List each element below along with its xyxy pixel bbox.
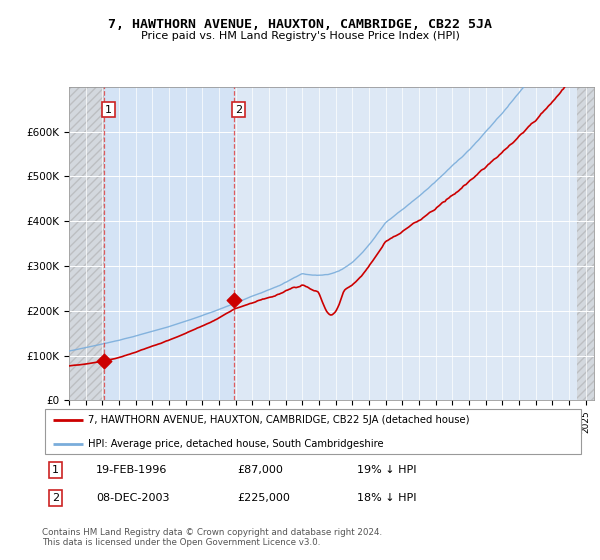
Text: 1: 1	[105, 105, 112, 115]
Text: £225,000: £225,000	[238, 493, 290, 503]
Text: 2: 2	[235, 105, 242, 115]
Text: 18% ↓ HPI: 18% ↓ HPI	[357, 493, 416, 503]
Text: 7, HAWTHORN AVENUE, HAUXTON, CAMBRIDGE, CB22 5JA: 7, HAWTHORN AVENUE, HAUXTON, CAMBRIDGE, …	[108, 18, 492, 31]
FancyBboxPatch shape	[45, 409, 581, 454]
Text: Price paid vs. HM Land Registry's House Price Index (HPI): Price paid vs. HM Land Registry's House …	[140, 31, 460, 41]
Bar	[69, 87, 104, 400]
Text: 19% ↓ HPI: 19% ↓ HPI	[357, 465, 416, 475]
Bar	[577, 87, 594, 400]
Text: 08-DEC-2003: 08-DEC-2003	[97, 493, 170, 503]
Text: HPI: Average price, detached house, South Cambridgeshire: HPI: Average price, detached house, Sout…	[88, 439, 384, 449]
Text: 1: 1	[52, 465, 59, 475]
Text: £87,000: £87,000	[238, 465, 283, 475]
Text: 2: 2	[52, 493, 59, 503]
Point	[230, 295, 239, 304]
Point	[100, 357, 109, 366]
Text: 7, HAWTHORN AVENUE, HAUXTON, CAMBRIDGE, CB22 5JA (detached house): 7, HAWTHORN AVENUE, HAUXTON, CAMBRIDGE, …	[88, 415, 470, 425]
Text: Contains HM Land Registry data © Crown copyright and database right 2024.
This d: Contains HM Land Registry data © Crown c…	[42, 528, 382, 547]
Bar	[104, 87, 235, 400]
Text: 19-FEB-1996: 19-FEB-1996	[97, 465, 167, 475]
